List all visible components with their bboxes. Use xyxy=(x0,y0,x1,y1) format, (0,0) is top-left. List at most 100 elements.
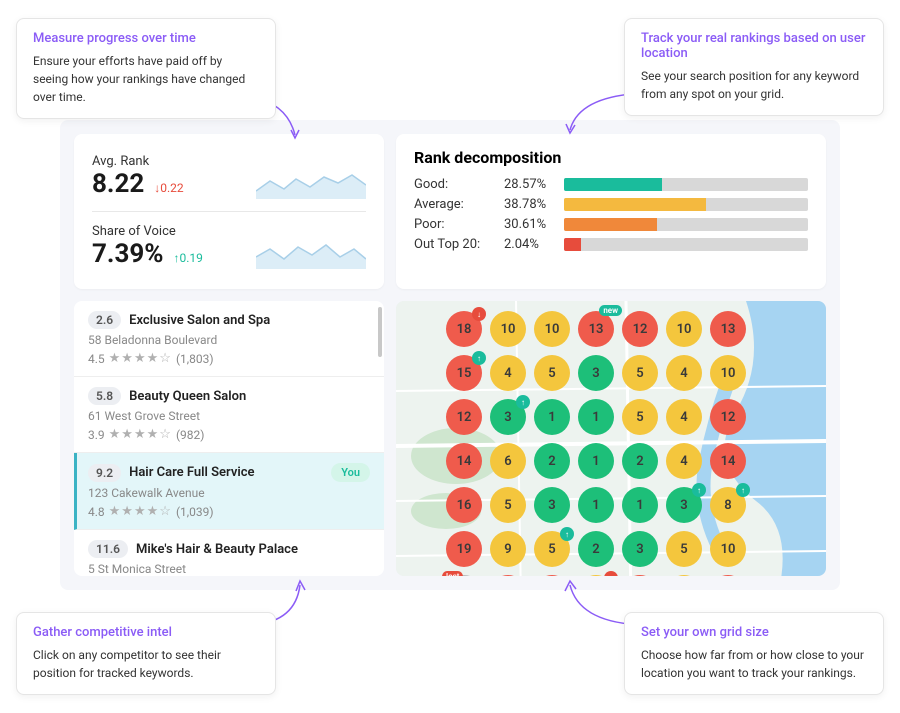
competitor-name: Beauty Queen Salon xyxy=(129,389,246,404)
callout-body: See your search position for any keyword… xyxy=(641,67,867,103)
decomp-bar xyxy=(564,178,808,191)
stars-icon: ★★★★☆ xyxy=(109,504,172,519)
grid-cell[interactable]: 20+lost xyxy=(446,575,482,576)
grid-cell[interactable]: 10 xyxy=(534,311,570,347)
decomp-pct: 28.57% xyxy=(504,177,564,192)
grid-cell[interactable]: 12 xyxy=(446,399,482,435)
grid-cell[interactable]: 10 xyxy=(710,531,746,567)
grid-cell[interactable]: 16 xyxy=(446,487,482,523)
competitor-name: Exclusive Salon and Spa xyxy=(129,313,270,328)
grid-cell[interactable]: 6 xyxy=(490,443,526,479)
grid-cell[interactable]: 5 xyxy=(622,399,658,435)
grid-cell[interactable]: 1 xyxy=(622,487,658,523)
map-panel[interactable]: 18↓101013new12101315↑4535410123↑11541214… xyxy=(396,301,826,576)
grid-cell[interactable]: 10 xyxy=(666,575,702,576)
decomp-row: Good: 28.57% xyxy=(414,177,808,192)
competitor-name: Hair Care Full Service xyxy=(129,465,254,480)
grid-cell[interactable]: 8↑ xyxy=(710,487,746,523)
callout-bottom-left: Gather competitive intel Click on any co… xyxy=(16,612,276,695)
callout-bottom-right: Set your own grid size Choose how far fr… xyxy=(624,612,884,695)
callout-title: Set your own grid size xyxy=(641,625,867,640)
grid-cell[interactable]: 3 xyxy=(622,531,658,567)
decomp-label: Average: xyxy=(414,197,504,212)
grid-cell[interactable]: 5 xyxy=(622,355,658,391)
you-badge: You xyxy=(331,463,370,482)
new-badge: new xyxy=(599,305,622,316)
grid-cell[interactable]: 3 xyxy=(578,355,614,391)
rank-decomposition-card: Rank decomposition Good: 28.57% Average:… xyxy=(396,134,826,289)
grid-cell[interactable]: 19 xyxy=(446,531,482,567)
grid-cell[interactable]: 5↑ xyxy=(534,531,570,567)
avg-rank-sparkline xyxy=(256,169,366,199)
grid-cell[interactable]: 3↑ xyxy=(490,399,526,435)
sov-delta: ↑0.19 xyxy=(173,251,202,265)
sov-value: 7.39% xyxy=(92,239,164,269)
grid-cell[interactable]: 12 xyxy=(622,311,658,347)
grid-cell[interactable]: 1 xyxy=(578,399,614,435)
decomp-row: Out Top 20: 2.04% xyxy=(414,237,808,252)
grid-cell[interactable]: 10 xyxy=(490,311,526,347)
decomp-bar xyxy=(564,238,808,251)
decomp-bar xyxy=(564,198,808,211)
callout-top-left: Measure progress over time Ensure your e… xyxy=(16,18,276,119)
grid-cell[interactable]: 5 xyxy=(666,531,702,567)
grid-cell[interactable]: 4 xyxy=(666,443,702,479)
lost-badge: lost xyxy=(442,571,463,576)
metric-label: Avg. Rank xyxy=(92,154,366,169)
grid-cell[interactable]: 1 xyxy=(578,487,614,523)
trend-up-icon: ↑ xyxy=(472,351,486,365)
grid-cell[interactable]: 3 xyxy=(534,487,570,523)
stars-icon: ★★★★☆ xyxy=(109,351,172,366)
callout-body: Click on any competitor to see their pos… xyxy=(33,646,259,682)
grid-cell[interactable]: 14 xyxy=(710,443,746,479)
decomp-bar xyxy=(564,218,808,231)
grid-cell[interactable]: 12 xyxy=(710,399,746,435)
grid-cell[interactable]: 2 xyxy=(534,443,570,479)
competitor-address: 58 Beladonna Boulevard xyxy=(88,333,370,347)
grid-cell[interactable]: 4 xyxy=(490,355,526,391)
decomp-row: Poor: 30.61% xyxy=(414,217,808,232)
grid-cell[interactable]: 5 xyxy=(534,355,570,391)
decomp-pct: 38.78% xyxy=(504,197,564,212)
competitor-address: 123 Cakewalk Avenue xyxy=(88,486,370,500)
grid-cell[interactable]: 5 xyxy=(490,487,526,523)
grid-cell[interactable]: 15↑ xyxy=(446,355,482,391)
competitor-address: 5 St Monica Street xyxy=(88,562,370,576)
decomp-label: Out Top 20: xyxy=(414,237,504,252)
competitor-rating: 4.5 ★★★★☆ (1,803) xyxy=(88,351,370,366)
competitor-item[interactable]: 2.6 Exclusive Salon and Spa 58 Beladonna… xyxy=(74,301,384,377)
decomp-pct: 30.61% xyxy=(504,217,564,232)
grid-cell[interactable]: 10 xyxy=(666,311,702,347)
grid-cell[interactable]: 13new xyxy=(578,311,614,347)
grid-cell[interactable]: 3↑ xyxy=(666,487,702,523)
callout-title: Measure progress over time xyxy=(33,31,259,46)
competitor-item[interactable]: 9.2 Hair Care Full Service You 123 Cakewa… xyxy=(74,453,384,530)
grid-cell[interactable]: 10 xyxy=(710,355,746,391)
grid-cell[interactable]: 2 xyxy=(622,443,658,479)
callout-top-right: Track your real rankings based on user l… xyxy=(624,18,884,116)
grid-cell[interactable]: 4 xyxy=(666,399,702,435)
rank-grid: 18↓101013new12101315↑4535410123↑11541214… xyxy=(446,311,746,576)
metric-label: Share of Voice xyxy=(92,224,366,239)
avg-rank-block: Avg. Rank 8.22 ↓0.22 xyxy=(92,148,366,205)
grid-cell[interactable]: 2 xyxy=(578,531,614,567)
competitors-list[interactable]: 2.6 Exclusive Salon and Spa 58 Beladonna… xyxy=(74,301,384,576)
decomp-label: Poor: xyxy=(414,217,504,232)
competitor-rank: 5.8 xyxy=(88,387,121,405)
grid-cell[interactable]: 14 xyxy=(446,443,482,479)
scrollbar[interactable] xyxy=(378,307,382,357)
grid-cell[interactable]: 9 xyxy=(490,531,526,567)
grid-cell[interactable]: 18↓ xyxy=(446,311,482,347)
grid-cell[interactable]: 4 xyxy=(666,355,702,391)
grid-cell[interactable]: 1 xyxy=(534,399,570,435)
competitor-item[interactable]: 5.8 Beauty Queen Salon 61 West Grove Str… xyxy=(74,377,384,453)
grid-cell[interactable]: 1 xyxy=(578,443,614,479)
competitor-item[interactable]: 11.6 Mike's Hair & Beauty Palace 5 St Mo… xyxy=(74,530,384,576)
grid-cell[interactable]: 13 xyxy=(710,311,746,347)
grid-cell[interactable]: 13 xyxy=(710,575,746,576)
trend-up-icon: ↑ xyxy=(736,483,750,497)
competitor-rank: 9.2 xyxy=(88,464,121,482)
competitor-name: Mike's Hair & Beauty Palace xyxy=(136,542,298,557)
grid-cell[interactable]: 18 xyxy=(490,575,526,576)
trend-up-icon: ↑ xyxy=(516,395,530,409)
